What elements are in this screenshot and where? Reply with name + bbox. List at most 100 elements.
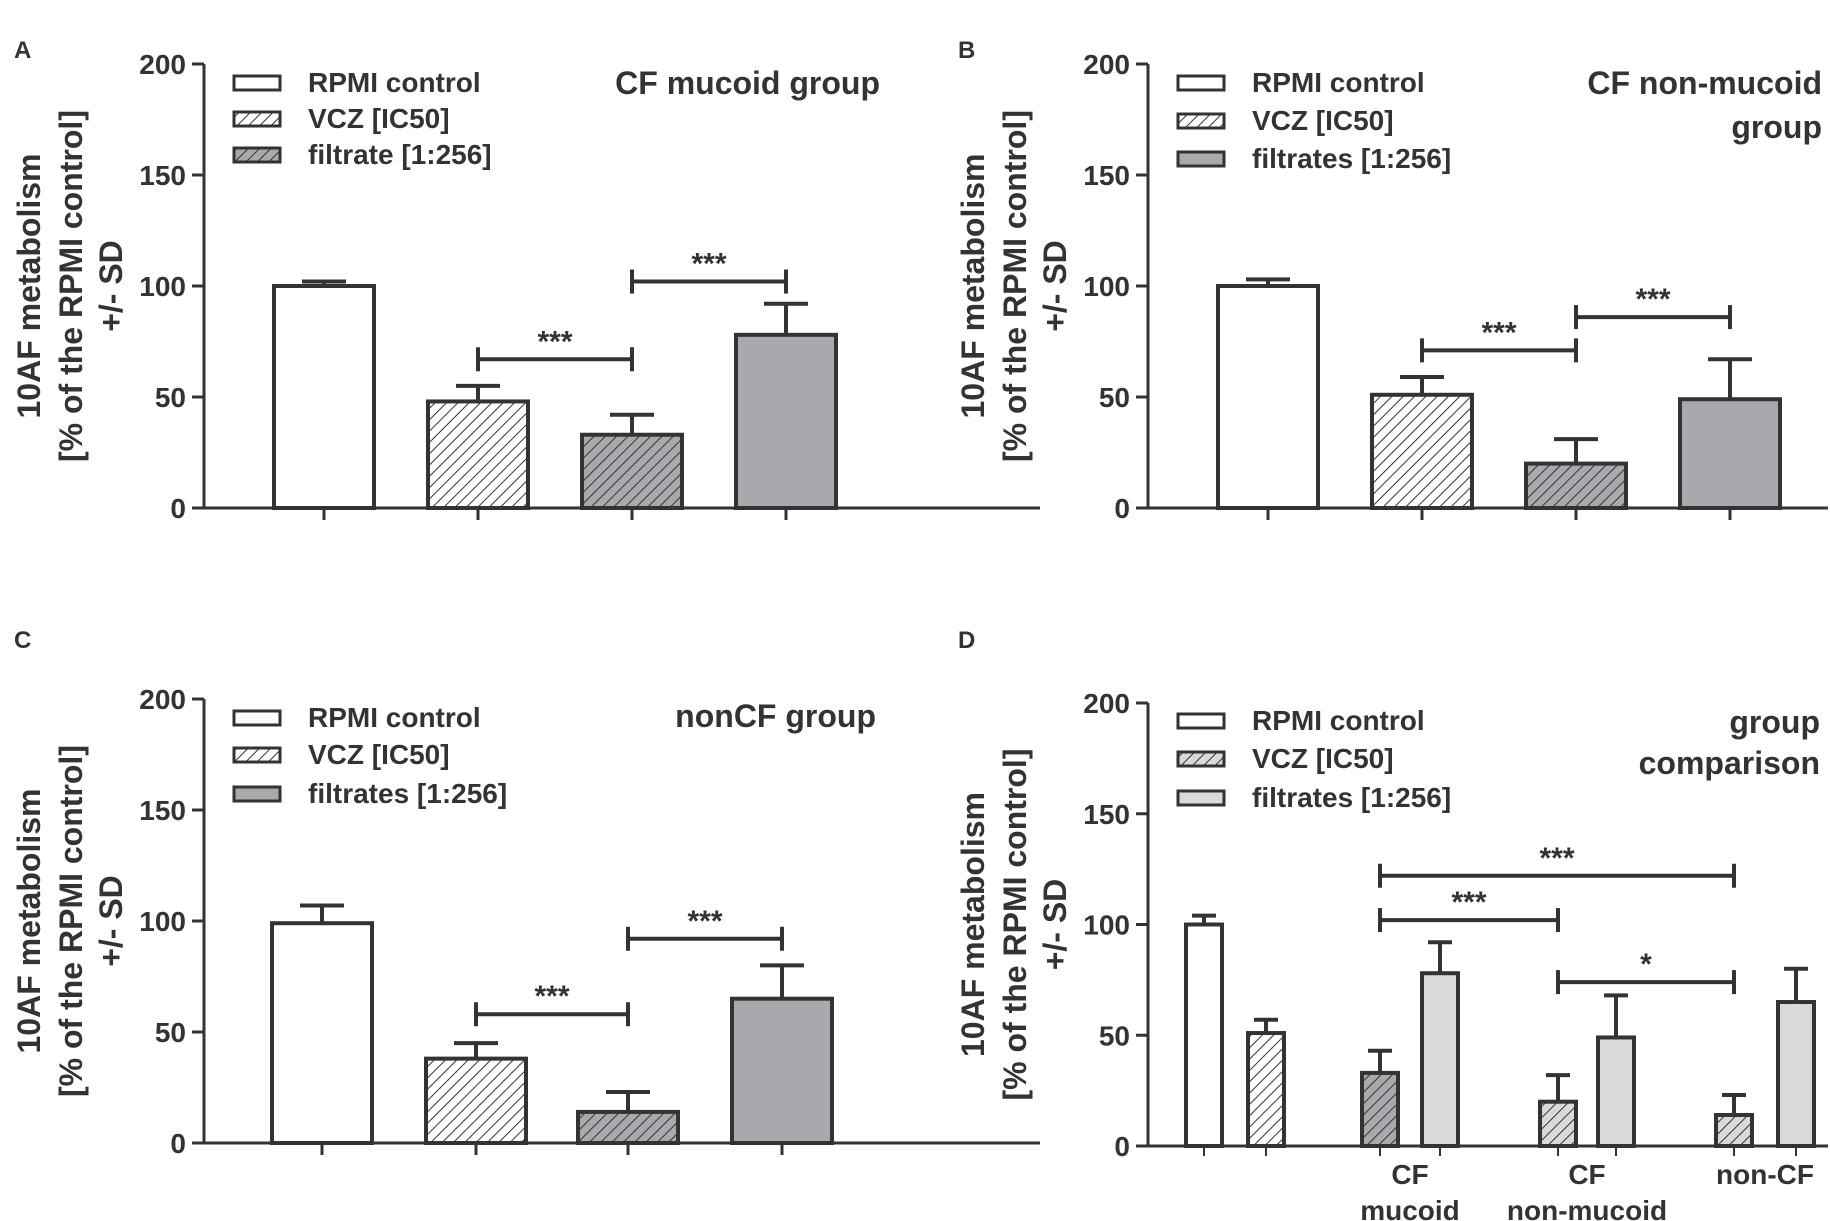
y-tick-label: 200 bbox=[139, 684, 186, 715]
legend-swatch bbox=[232, 146, 282, 164]
panel-letter: B bbox=[958, 37, 975, 64]
legend-label: filtrate [1:256] bbox=[308, 139, 492, 170]
panel-title: nonCF group bbox=[675, 698, 876, 734]
significance-label: * bbox=[1640, 948, 1652, 981]
group-label: non-mucoid bbox=[1507, 1195, 1667, 1221]
y-axis-label: +/- SD bbox=[93, 240, 129, 332]
legend-label: RPMI control bbox=[308, 67, 481, 98]
bar bbox=[1370, 392, 1474, 510]
group-label: CF bbox=[1568, 1159, 1605, 1190]
bar bbox=[1678, 397, 1782, 510]
legend-swatch bbox=[1176, 150, 1226, 168]
y-tick-label: 50 bbox=[155, 382, 186, 413]
panel-title: group bbox=[1731, 109, 1822, 145]
legend-label: RPMI control bbox=[308, 702, 481, 733]
y-axis-label: [% of the RPMI control] bbox=[53, 745, 89, 1097]
bar bbox=[1524, 461, 1628, 511]
y-axis-label: +/- SD bbox=[1037, 240, 1073, 332]
panel-b: B 10AF metabolism [% of the RPMI control] +… bbox=[955, 37, 1828, 524]
legend-swatch bbox=[232, 709, 282, 727]
y-tick-label: 0 bbox=[170, 493, 186, 524]
y-tick-label: 100 bbox=[1083, 271, 1130, 302]
y-tick-label: 0 bbox=[1114, 493, 1130, 524]
bar bbox=[730, 996, 834, 1146]
panel-letter: C bbox=[14, 627, 31, 654]
y-tick-label: 150 bbox=[1083, 160, 1130, 191]
legend-swatch bbox=[1176, 112, 1226, 130]
legend-label: VCZ [IC50] bbox=[308, 739, 450, 770]
y-tick-label: 100 bbox=[1083, 910, 1130, 941]
y-axis-label: 10AF metabolism bbox=[11, 789, 47, 1054]
y-axis-label: 10AF metabolism bbox=[955, 792, 991, 1057]
y-tick-label: 200 bbox=[1083, 688, 1130, 719]
bar bbox=[1776, 1000, 1816, 1149]
significance-label: *** bbox=[1481, 316, 1516, 349]
y-tick-label: 200 bbox=[139, 49, 186, 80]
legend-swatch bbox=[232, 110, 282, 128]
y-tick-label: 100 bbox=[139, 271, 186, 302]
significance-label: *** bbox=[1451, 886, 1486, 919]
legend-swatch bbox=[1176, 74, 1226, 92]
significance-label: *** bbox=[691, 248, 726, 281]
y-tick-label: 200 bbox=[1083, 49, 1130, 80]
legend-label: VCZ [IC50] bbox=[308, 103, 450, 134]
legend-swatch bbox=[1176, 750, 1226, 768]
legend-swatch bbox=[232, 746, 282, 764]
bar bbox=[1216, 284, 1320, 510]
group-label: non-CF bbox=[1716, 1159, 1814, 1190]
bar bbox=[1420, 971, 1460, 1148]
panel-title: CF non-mucoid bbox=[1587, 65, 1822, 101]
y-tick-label: 150 bbox=[139, 160, 186, 191]
significance-label: *** bbox=[537, 325, 572, 358]
bar bbox=[270, 921, 374, 1145]
legend-label: filtrates [1:256] bbox=[1252, 143, 1451, 174]
bar bbox=[1246, 1031, 1286, 1149]
y-axis-label: [% of the RPMI control] bbox=[997, 749, 1033, 1101]
y-axis-label: 10AF metabolism bbox=[955, 154, 991, 419]
significance-label: *** bbox=[534, 980, 569, 1013]
bar bbox=[272, 284, 376, 510]
legend-label: RPMI control bbox=[1252, 67, 1425, 98]
legend-swatch bbox=[232, 785, 282, 803]
significance-label: *** bbox=[1635, 283, 1670, 316]
bar bbox=[576, 1109, 680, 1146]
bar bbox=[1360, 1070, 1400, 1149]
y-axis-label: [% of the RPMI control] bbox=[997, 110, 1033, 462]
bar bbox=[1714, 1112, 1754, 1148]
bar bbox=[424, 1056, 528, 1146]
legend-label: RPMI control bbox=[1252, 705, 1425, 736]
panel-title: group bbox=[1729, 704, 1820, 740]
panel-title: comparison bbox=[1639, 745, 1820, 781]
legend-swatch bbox=[232, 74, 282, 92]
bar bbox=[426, 399, 530, 510]
legend-swatch bbox=[1176, 712, 1226, 730]
y-axis-label: [% of the RPMI control] bbox=[53, 110, 89, 462]
bar bbox=[1538, 1099, 1578, 1148]
significance-label: *** bbox=[1539, 842, 1574, 875]
y-tick-label: 0 bbox=[1114, 1131, 1130, 1162]
legend-label: VCZ [IC50] bbox=[1252, 743, 1394, 774]
legend-label: filtrates [1:256] bbox=[308, 778, 507, 809]
panel-d: D 10AF metabolism [% of the RPMI control] +… bbox=[955, 627, 1828, 1221]
y-tick-label: 150 bbox=[139, 795, 186, 826]
y-tick-label: 100 bbox=[139, 906, 186, 937]
bar bbox=[580, 432, 684, 510]
group-label: CF bbox=[1391, 1159, 1428, 1190]
y-tick-label: 0 bbox=[170, 1128, 186, 1159]
legend-label: VCZ [IC50] bbox=[1252, 105, 1394, 136]
y-axis-label: +/- SD bbox=[93, 875, 129, 967]
legend-label: filtrates [1:256] bbox=[1252, 782, 1451, 813]
bar bbox=[734, 332, 838, 510]
panel-letter: A bbox=[14, 37, 31, 64]
y-tick-label: 50 bbox=[1099, 1020, 1130, 1051]
y-axis-label: 10AF metabolism bbox=[11, 154, 47, 419]
legend-swatch bbox=[1176, 789, 1226, 807]
y-tick-label: 50 bbox=[1099, 382, 1130, 413]
y-tick-label: 150 bbox=[1083, 799, 1130, 830]
y-tick-label: 50 bbox=[155, 1017, 186, 1048]
bar bbox=[1596, 1035, 1636, 1148]
panel-title: CF mucoid group bbox=[615, 65, 880, 101]
